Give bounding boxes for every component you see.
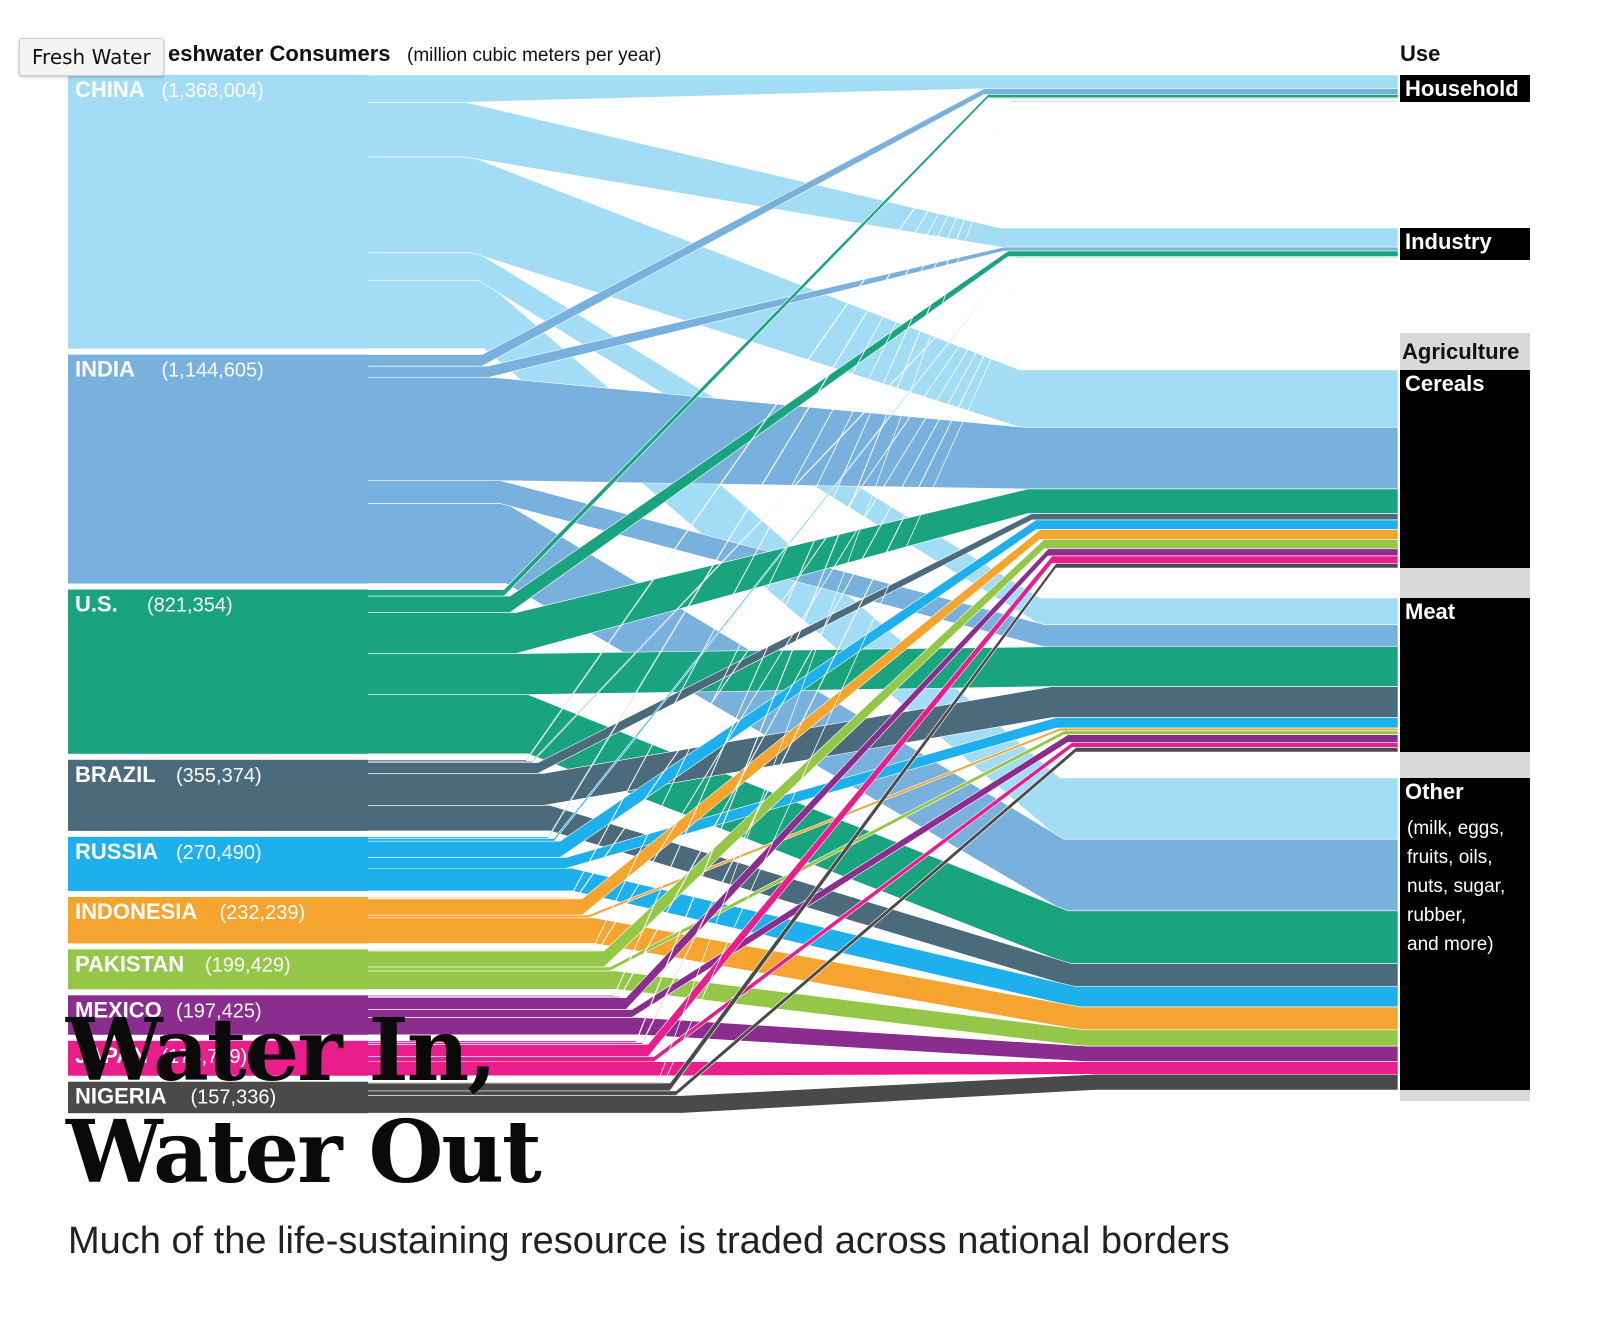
source-value-pakistan: (199,429) bbox=[205, 954, 291, 976]
source-value-mexico: (197,425) bbox=[176, 1000, 262, 1022]
use-label-industry: Industry bbox=[1405, 229, 1493, 254]
use-note-line: fruits, oils, bbox=[1407, 847, 1493, 868]
source-value-u-s: (821,354) bbox=[147, 595, 233, 617]
source-label-china: CHINA bbox=[75, 77, 145, 102]
source-layer: CHINA (1,368,004) INDIA (1,144,605) U.S. (821… bbox=[68, 75, 368, 1114]
use-layer: Agriculture Household Industry Cereals Meat O… bbox=[1400, 75, 1530, 1101]
source-bar-indonesia bbox=[68, 896, 368, 944]
use-label-other: Other bbox=[1405, 779, 1464, 804]
chart-title: Water In, Water Out bbox=[66, 1000, 542, 1204]
source-value-indonesia: (232,239) bbox=[220, 902, 306, 924]
use-bar-household bbox=[1400, 75, 1530, 102]
source-label-pakistan: PAKISTAN bbox=[75, 951, 184, 976]
flow-layer bbox=[67, 74, 1399, 1114]
source-bar-nigeria bbox=[68, 1081, 368, 1114]
source-label-russia: RUSSIA bbox=[75, 839, 158, 864]
use-note-line: nuts, sugar, bbox=[1407, 876, 1505, 897]
source-value-japan: (174,779) bbox=[162, 1046, 248, 1068]
source-bar-u-s bbox=[68, 589, 368, 754]
source-bar-mexico bbox=[68, 995, 368, 1035]
source-label-indonesia: INDONESIA bbox=[75, 899, 197, 924]
source-label-brazil: BRAZIL bbox=[75, 762, 156, 787]
source-label-india: INDIA bbox=[75, 357, 135, 382]
source-value-russia: (270,490) bbox=[176, 842, 262, 864]
use-bar-industry bbox=[1400, 228, 1530, 260]
use-note-line: and more) bbox=[1407, 934, 1494, 955]
title-line-1: Water In, bbox=[66, 1000, 497, 1101]
source-label-u-s: U.S. bbox=[75, 592, 118, 617]
source-bar-pakistan bbox=[68, 949, 368, 990]
fresh-water-tooltip: Fresh Water bbox=[19, 38, 164, 76]
flow-nigeria-to-other bbox=[67, 1073, 1399, 1114]
source-label-japan: JAPAN bbox=[75, 1043, 148, 1068]
use-bar-meat bbox=[1400, 598, 1530, 752]
header-layer: eshwater Consumers (million cubic meters… bbox=[168, 41, 1440, 66]
use-label-agriculture: Agriculture bbox=[1402, 339, 1519, 364]
use-label-household: Household bbox=[1405, 76, 1519, 101]
use-note-line: (milk, eggs, bbox=[1407, 818, 1504, 839]
use-label-cereals: Cereals bbox=[1405, 371, 1485, 396]
use-bar-other bbox=[1400, 778, 1530, 1090]
use-note-line: rubber, bbox=[1407, 905, 1466, 926]
use-bar-cereals bbox=[1400, 370, 1530, 568]
source-value-china: (1,368,004) bbox=[162, 80, 264, 102]
source-label-mexico: MEXICO bbox=[75, 997, 162, 1022]
title-line-2: Water Out bbox=[66, 1102, 542, 1203]
source-value-brazil: (355,374) bbox=[176, 765, 262, 787]
source-bar-india bbox=[68, 354, 368, 584]
chart-subtitle: Much of the life-sustaining resource is … bbox=[68, 1220, 1230, 1262]
source-value-nigeria: (157,336) bbox=[191, 1087, 277, 1109]
source-value-india: (1,144,605) bbox=[162, 360, 264, 382]
source-bar-japan bbox=[68, 1040, 368, 1076]
consumers-header-unit: (million cubic meters per year) bbox=[407, 45, 661, 66]
use-header-title: Use bbox=[1400, 41, 1440, 66]
source-bar-china bbox=[68, 75, 368, 349]
source-bar-brazil bbox=[68, 759, 368, 831]
use-label-meat: Meat bbox=[1405, 599, 1456, 624]
source-label-nigeria: NIGERIA bbox=[75, 1084, 167, 1109]
source-bar-russia bbox=[68, 836, 368, 891]
consumers-header-title: eshwater Consumers bbox=[168, 41, 391, 66]
